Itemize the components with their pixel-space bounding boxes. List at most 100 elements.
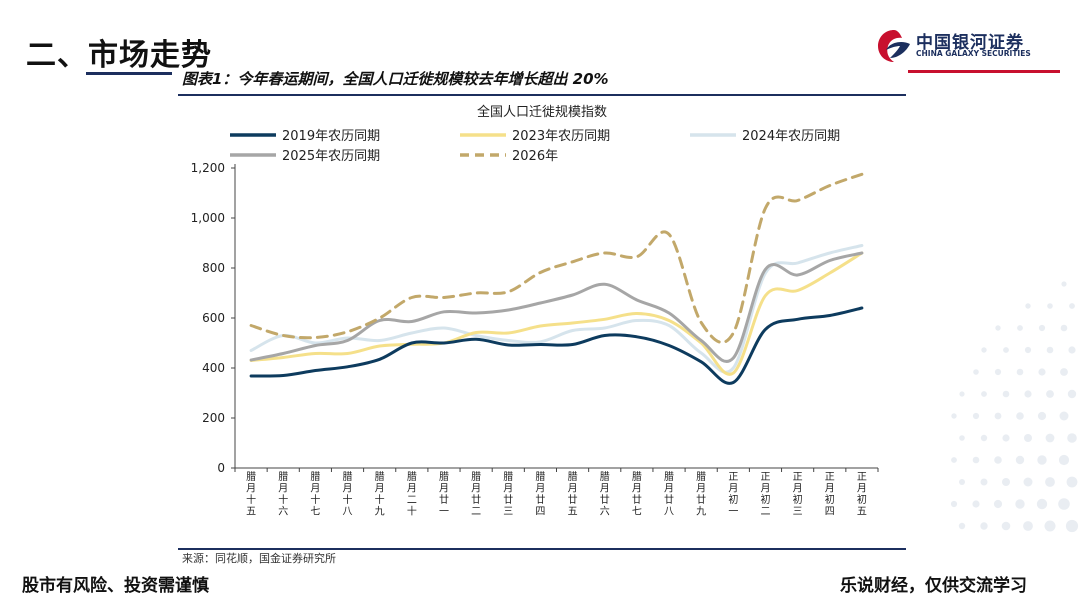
x-tick-label: 腊月十六	[278, 471, 288, 518]
decor-dot	[951, 457, 957, 463]
decor-dot	[1068, 346, 1076, 354]
x-tick-label: 腊月廿五	[568, 471, 578, 518]
decor-dot	[959, 435, 965, 441]
decor-dot	[980, 434, 988, 442]
logo-mark-icon	[878, 30, 910, 62]
x-tick-label: 腊月十五	[246, 471, 256, 518]
x-tick-label: 腊月廿九	[696, 471, 706, 518]
x-tick-label: 腊月廿八	[664, 471, 674, 518]
line-series-2019	[249, 306, 864, 385]
decor-dot	[1058, 498, 1070, 510]
decor-dot	[981, 347, 987, 353]
x-tick-label: 正月初三	[793, 472, 803, 518]
logo-rule	[908, 70, 1060, 73]
decor-dot	[1016, 368, 1024, 376]
decor-dot	[1037, 411, 1047, 421]
decor-dot	[1001, 521, 1011, 531]
chart-title: 全国人口迁徙规模指数	[477, 104, 607, 120]
y-tick-label: 800	[202, 261, 225, 275]
x-tick-label: 腊月十八	[343, 471, 353, 518]
y-tick-label: 400	[202, 361, 225, 375]
x-tick-label: 腊月廿四	[535, 471, 545, 518]
decor-dot	[1065, 519, 1079, 533]
x-tick-label: 腊月廿一	[439, 471, 449, 518]
decor-dot	[1002, 434, 1010, 442]
y-tick-label: 1,000	[191, 211, 225, 225]
x-tick-label: 腊月二十	[407, 471, 417, 518]
x-tick-label: 正月初五	[857, 472, 867, 518]
decor-dot	[1025, 303, 1031, 309]
line-series-2026	[249, 172, 864, 344]
decor-dot	[1002, 390, 1010, 398]
decor-dot	[980, 522, 988, 530]
logo-text-en: CHINA GALAXY SECURITIES	[916, 49, 1031, 58]
decor-dot	[1069, 303, 1075, 309]
axes: 0 200 400 600 800 1,000 1,200 腊月十五 腊月十六 腊月十七 腊月十八 腊…	[191, 161, 879, 518]
decor-dot	[1002, 478, 1010, 486]
decor-dot	[959, 479, 965, 485]
decor-dot	[1045, 433, 1055, 443]
x-tick-label: 正月初四	[825, 472, 835, 518]
decor-dot	[1047, 303, 1053, 309]
decor-dot	[1067, 389, 1077, 399]
decor-dot	[1046, 346, 1054, 354]
legend-label-series-2024: 2024年农历同期	[742, 129, 840, 144]
decor-dot	[1024, 434, 1032, 442]
decor-dot	[1023, 477, 1033, 487]
decor-dot	[1036, 498, 1048, 510]
x-tick-label: 腊月廿二	[471, 471, 481, 518]
decor-dot	[1037, 455, 1047, 465]
decor-dot	[1060, 368, 1068, 376]
decor-dot	[1045, 477, 1055, 487]
section-title: 二、市场走势	[26, 38, 212, 73]
series-layer	[249, 172, 864, 385]
decor-dot	[1023, 521, 1033, 531]
decor-dot	[980, 478, 988, 486]
y-tick-label: 600	[202, 311, 225, 325]
decor-dot	[958, 522, 966, 530]
decor-dot	[994, 412, 1002, 420]
decor-dot	[972, 456, 980, 464]
decor-dot	[1015, 499, 1025, 509]
y-tick-label: 1,200	[191, 161, 225, 175]
y-tick-label: 0	[217, 461, 225, 475]
decor-dot	[973, 369, 979, 375]
decor-dot	[994, 368, 1002, 376]
title-underline	[86, 72, 172, 75]
decor-dot	[1024, 346, 1032, 354]
line-series-2025	[249, 251, 864, 363]
legend-label-series-2025: 2025年农历同期	[282, 149, 380, 164]
decor-dot	[950, 500, 958, 508]
x-tick-label: 正月初二	[760, 472, 770, 518]
decor-dot	[1038, 324, 1046, 332]
decor-dot	[1024, 390, 1032, 398]
x-tick-label: 腊月廿三	[503, 471, 513, 518]
line-chart: 全国人口迁徙规模指数 2019年农历同期 2023年农历同期 2024年农历同期20…	[191, 104, 879, 518]
decor-dot	[972, 412, 980, 420]
x-tick-label: 腊月廿七	[632, 471, 642, 518]
legend-label-series-2019: 2019年农历同期	[282, 129, 380, 144]
y-tick-label: 200	[202, 411, 225, 425]
decor-dot	[1044, 520, 1056, 532]
decor-dot	[1061, 281, 1067, 287]
x-tick-label: 腊月十九	[375, 471, 385, 518]
footer-note: 乐说财经，仅供交流学习	[840, 576, 1027, 596]
legend-label-series-2026: 2026年	[512, 149, 558, 164]
legend: 2019年农历同期 2023年农历同期 2024年农历同期 2025年农历同期 2026…	[230, 129, 840, 164]
company-logo	[878, 30, 910, 62]
logo-text-cn: 中国银河证券	[916, 33, 1024, 53]
decor-dot	[951, 413, 957, 419]
x-tick-label: 正月初一	[728, 472, 738, 518]
figure-caption: 图表1：今年春运期间，全国人口迁徙规模较去年增长超出 20%	[182, 70, 609, 88]
line-series-2023	[249, 251, 864, 376]
decor-dot	[1016, 412, 1024, 420]
decor-dot	[981, 391, 987, 397]
x-tick-label: 腊月十七	[310, 471, 320, 518]
decor-dot	[1046, 390, 1054, 398]
source-note: 来源：同花顺，国金证券研究所	[182, 552, 336, 565]
decor-dot	[1038, 368, 1046, 376]
chart-frame	[178, 94, 906, 550]
x-tick-label: 腊月廿六	[600, 471, 610, 518]
decor-dot	[1067, 433, 1077, 443]
footer-disclaimer: 股市有风险、投资需谨慎	[22, 576, 209, 596]
